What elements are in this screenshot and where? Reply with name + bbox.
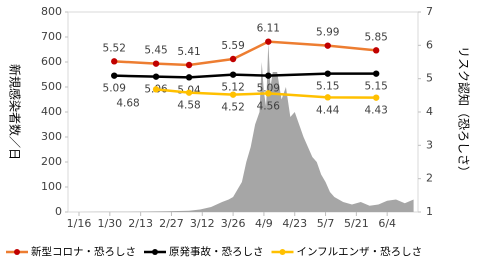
x-tick-label: 3/12 [190,217,215,230]
data-label: 4.58 [177,100,200,112]
x-tick-label: 5/21 [344,217,369,230]
data-label: 5.15 [316,81,339,93]
point [324,42,331,49]
point [152,73,160,80]
y2-tick-label: 6 [426,38,433,51]
point [185,74,193,81]
y2-axis-label: リスク認知（恐ろしさ） [457,46,472,178]
legend-label: インフルエンザ・恐ろしさ [297,246,423,258]
point [152,86,160,93]
legend-marker [279,249,286,255]
point [265,72,272,79]
data-label: 4.56 [257,100,281,112]
x-tick-label: 5/7 [317,217,335,230]
point [372,70,380,77]
y-tick-label: 800 [41,5,62,18]
y2-tick-label: 3 [426,138,433,151]
point [265,90,272,97]
y2-tick-label: 7 [426,5,433,18]
y2-tick-label: 1 [426,205,433,218]
point [324,70,331,77]
y2-tick-label: 5 [426,72,433,85]
x-tick-label: 4/9 [255,217,273,230]
x-tick-label: 1/16 [67,217,92,230]
data-label: 5.41 [177,46,200,58]
x-tick-label: 1/30 [97,217,122,230]
data-label: 4.68 [116,97,139,109]
point [372,47,380,54]
point [185,89,193,96]
data-label: 4.43 [364,105,387,117]
data-label: 4.44 [316,104,340,116]
legend-marker [152,249,158,255]
data-label: 6.11 [257,23,280,35]
series-line [155,88,377,99]
data-label: 5.09 [257,83,280,95]
point [185,61,193,69]
data-label: 5.45 [144,45,167,57]
data-label: 5.99 [316,27,339,39]
legend-label: 原発事故・恐ろしさ [169,245,264,258]
point [111,72,118,79]
point [229,55,237,63]
cases-area [79,42,414,212]
point [324,94,331,101]
point [152,60,160,67]
point [229,71,237,78]
x-tick-label: 6/4 [378,217,396,230]
x-tick-label: 3/26 [221,217,246,230]
y-tick-label: 700 [41,30,62,43]
point [372,94,380,101]
data-label: 4.52 [221,102,244,114]
y-tick-label: 500 [41,80,62,93]
point [229,91,237,98]
legend-label: 新型コロナ・恐ろしさ [31,245,136,258]
data-label: 5.15 [364,81,387,93]
data-label: 5.52 [103,42,126,54]
y2-tick-label: 2 [426,172,433,185]
data-label: 5.09 [103,83,126,95]
y-tick-label: 400 [41,105,62,118]
x-tick-label: 2/13 [128,217,153,230]
y-tick-label: 300 [41,130,62,143]
data-label: 5.85 [364,31,387,43]
y2-tick-label: 4 [426,105,433,118]
point [111,58,118,65]
x-tick-label: 2/27 [159,217,184,230]
y-tick-label: 200 [41,155,62,168]
data-label: 5.12 [221,82,244,94]
y-tick-label: 0 [55,205,62,218]
y-tick-label: 600 [41,55,62,68]
data-label: 5.59 [221,40,244,52]
y-tick-label: 100 [41,180,62,193]
legend-marker [14,249,20,255]
x-tick-label: 4/23 [282,217,307,230]
point [265,38,272,45]
y-axis-label: 新規感染者数／日 [8,64,23,160]
